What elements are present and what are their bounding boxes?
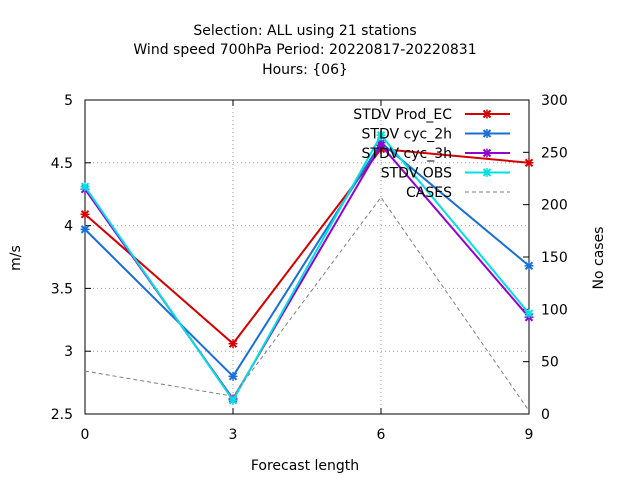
- series-layer: [80, 130, 534, 412]
- y2-tick-label: 0: [541, 407, 550, 423]
- y-tick-label: 4: [64, 219, 73, 235]
- axes: [84, 99, 530, 415]
- chart-title-line-3: Hours: {06}: [262, 62, 348, 78]
- y-tick-label: 3: [64, 344, 73, 360]
- plot-frame: [84, 99, 530, 415]
- series-1: [80, 138, 534, 381]
- chart-title-line-2: Wind speed 700hPa Period: 20220817-20220…: [133, 42, 476, 58]
- y-tick-label: 3.5: [51, 281, 73, 297]
- y2-tick-label: 300: [541, 93, 568, 109]
- legend-label: CASES: [406, 185, 452, 201]
- y2-tick-label: 100: [541, 302, 568, 318]
- series-line: [84, 147, 530, 346]
- y-axis-label: m/s: [8, 245, 24, 271]
- y2-tick-label: 50: [541, 355, 559, 371]
- y2-tick-label: 200: [541, 198, 568, 214]
- y-tick-label: 2.5: [51, 407, 73, 423]
- grid: [85, 100, 529, 414]
- y2-axis-label: No cases: [591, 227, 607, 290]
- legend-label: STDV cyc_3h: [362, 146, 452, 162]
- x-tick-label: 6: [377, 427, 386, 443]
- legend: STDV Prod_EC STDV cyc_2h STDV cyc_3h STDV O…: [353, 107, 510, 201]
- legend-label: STDV Prod_EC: [353, 107, 452, 123]
- series-line: [84, 133, 530, 403]
- x-axis-label: Forecast length: [251, 458, 359, 474]
- y-tick-label: 4.5: [51, 156, 73, 172]
- chart-title-line-1: Selection: ALL using 21 stations: [193, 23, 416, 39]
- series-4: [84, 196, 530, 412]
- x-tick-label: 0: [81, 427, 90, 443]
- series-3: [80, 130, 534, 405]
- series-line: [84, 141, 530, 378]
- x-tick-label: 3: [229, 427, 238, 443]
- y-tick-label: 5: [64, 93, 73, 109]
- series-0: [80, 144, 534, 349]
- legend-label: STDV OBS: [381, 166, 452, 182]
- x-tick-label: 9: [525, 427, 534, 443]
- series-2: [80, 140, 534, 404]
- series-line: [84, 196, 530, 412]
- y2-tick-label: 150: [541, 250, 568, 266]
- legend-label: STDV cyc_2h: [362, 127, 452, 143]
- y2-tick-label: 250: [541, 145, 568, 161]
